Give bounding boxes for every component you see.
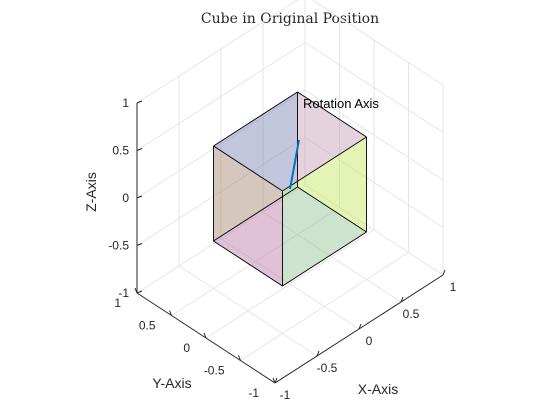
grid-line	[240, 252, 409, 361]
grid-line	[220, 238, 360, 330]
z-tick-label: -1	[118, 286, 129, 300]
z-tick-label: 0	[122, 191, 129, 205]
y-tick-mark	[134, 287, 138, 294]
box-edge	[136, 0, 299, 104]
cube	[213, 91, 367, 287]
cube-face-right	[213, 146, 283, 286]
x-tick-label: -0.5	[317, 361, 338, 375]
z-tick-label: -0.5	[108, 239, 129, 253]
box-edge	[304, 184, 444, 276]
box-edge	[311, 0, 444, 86]
x-tick-label: 0.5	[403, 307, 420, 321]
x-tick-mark	[358, 323, 362, 330]
cube-edge	[297, 186, 367, 233]
rotation-axis-line	[289, 139, 300, 190]
grid-line	[136, 89, 306, 199]
cube-edge	[282, 231, 367, 287]
z-tick-label: 0.5	[112, 144, 129, 158]
box-edge	[136, 184, 306, 294]
z-tick-mark	[136, 100, 143, 104]
x-tick-mark	[442, 269, 446, 276]
cube-edge	[213, 145, 283, 192]
x-tick-label: -1	[280, 388, 291, 402]
grid-line	[178, 265, 318, 357]
y-tick-mark	[238, 355, 241, 361]
cube-face-back	[297, 92, 367, 232]
z-tick-mark	[136, 195, 143, 199]
y-axis-label: Y-Axis	[152, 375, 191, 391]
axes-grid	[134, 0, 446, 384]
z-tick-label: 1	[122, 96, 129, 110]
cube-face-top	[213, 92, 367, 191]
rotation-axis-label: Rotation Axis	[303, 96, 379, 111]
z-tick-mark	[136, 290, 143, 294]
y-tick-mark	[169, 310, 172, 316]
x-tick-label: 0	[366, 334, 373, 348]
grid-line	[304, 42, 444, 133]
y-tick-label: 0.5	[139, 319, 156, 333]
chart-title: Cube in Original Position	[201, 11, 379, 27]
cube-face-front	[282, 137, 367, 286]
cube-edge	[213, 240, 283, 287]
y-tick-label: -1	[248, 386, 259, 400]
y-tick-label: 1	[114, 296, 121, 310]
x-tick-mark	[400, 296, 404, 303]
cube-edge	[297, 91, 367, 138]
x-tick-mark	[274, 377, 278, 384]
z-axis-label: Z-Axis	[83, 172, 99, 212]
cube-edge	[282, 136, 367, 192]
x-tick-label: 1	[450, 280, 457, 294]
cube-face-left	[213, 92, 298, 241]
y-tick-label: 0	[183, 341, 190, 355]
tick-labels: -1-0.500.51-1-0.500.51-1-0.500.51	[108, 96, 456, 402]
grid-line	[304, 89, 444, 181]
y-tick-mark	[203, 332, 207, 339]
grid-line	[136, 42, 306, 151]
x-tick-mark	[316, 350, 320, 357]
z-tick-mark	[136, 148, 143, 151]
cube-edge	[213, 91, 298, 147]
y-tick-mark	[272, 377, 276, 384]
cube-face-bottom	[213, 187, 367, 286]
y-tick-label: -0.5	[204, 364, 225, 378]
rotation-axis-segment	[289, 139, 300, 190]
cube-edge	[213, 186, 298, 242]
x-axis-label: X-Axis	[358, 381, 398, 397]
z-tick-mark	[136, 243, 143, 246]
